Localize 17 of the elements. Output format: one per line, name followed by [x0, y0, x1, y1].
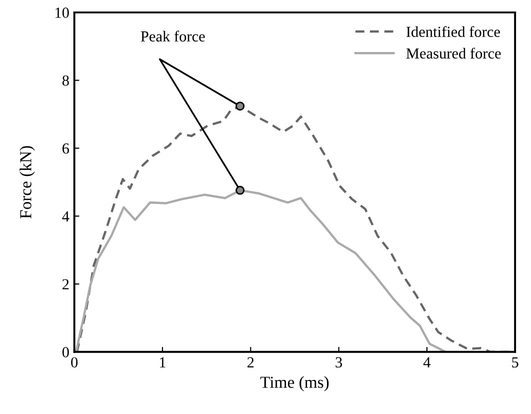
y-tick-label: 6 [62, 143, 70, 154]
x-tick-label: 5 [512, 357, 518, 368]
x-tick-label: 4 [423, 357, 431, 368]
x-tick-label: 2 [247, 357, 254, 368]
x-tick-label: 3 [336, 357, 342, 368]
x-axis-title: Time (ms) [260, 376, 329, 392]
y-tick-label: 2 [62, 279, 69, 290]
x-tick-label: 1 [160, 357, 166, 368]
legend-label: Measured force [406, 48, 501, 59]
y-tick-label: 0 [62, 347, 69, 358]
legend-label: Identified force [406, 26, 500, 38]
annotation: Peak force [140, 30, 205, 42]
y-tick-label: 10 [56, 8, 69, 18]
y-tick-label: 8 [62, 75, 69, 86]
x-tick-label: 0 [71, 357, 78, 368]
y-axis-title: Force (kN) [20, 146, 35, 218]
y-tick-label: 4 [62, 211, 70, 222]
